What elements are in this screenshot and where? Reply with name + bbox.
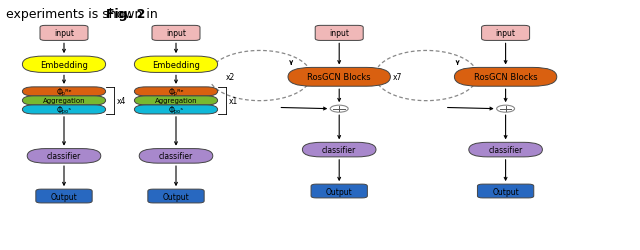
Text: x4: x4: [117, 96, 127, 106]
Text: classifier: classifier: [488, 146, 523, 154]
Text: x7: x7: [392, 73, 402, 82]
Text: Output: Output: [163, 192, 189, 201]
FancyBboxPatch shape: [468, 143, 543, 157]
Text: Aggregation: Aggregation: [155, 98, 197, 104]
Text: Φₚₒˢ: Φₚₒˢ: [56, 106, 72, 114]
FancyBboxPatch shape: [316, 26, 364, 41]
FancyBboxPatch shape: [22, 106, 106, 114]
FancyBboxPatch shape: [482, 26, 530, 41]
Text: classifier: classifier: [322, 146, 356, 154]
FancyBboxPatch shape: [22, 96, 106, 106]
FancyBboxPatch shape: [134, 96, 218, 106]
Circle shape: [330, 106, 348, 113]
Text: input: input: [166, 29, 186, 38]
Text: input: input: [54, 29, 74, 38]
Text: RosGCN Blocks: RosGCN Blocks: [474, 73, 538, 82]
FancyBboxPatch shape: [134, 88, 218, 96]
Text: Aggregation: Aggregation: [43, 98, 85, 104]
Text: Embedding: Embedding: [40, 60, 88, 70]
FancyBboxPatch shape: [152, 26, 200, 41]
FancyBboxPatch shape: [134, 57, 218, 73]
Text: Φₚₒˢ: Φₚₒˢ: [168, 106, 184, 114]
Text: Output: Output: [51, 192, 77, 201]
Text: experiments is shown in: experiments is shown in: [6, 8, 162, 20]
FancyBboxPatch shape: [303, 143, 376, 157]
Text: Output: Output: [492, 187, 519, 196]
FancyBboxPatch shape: [148, 190, 204, 203]
Text: x1: x1: [229, 96, 238, 106]
FancyBboxPatch shape: [140, 149, 212, 164]
Text: input: input: [329, 29, 349, 38]
Text: input: input: [495, 29, 516, 38]
Text: RosGCN Blocks: RosGCN Blocks: [307, 73, 371, 82]
Text: Φₚᴿᵉ: Φₚᴿᵉ: [168, 88, 184, 96]
Text: classifier: classifier: [159, 152, 193, 161]
Text: Embedding: Embedding: [152, 60, 200, 70]
Text: Fig. 2: Fig. 2: [106, 8, 145, 20]
Circle shape: [497, 106, 515, 113]
FancyBboxPatch shape: [134, 106, 218, 114]
FancyBboxPatch shape: [22, 57, 106, 73]
FancyBboxPatch shape: [36, 190, 92, 203]
FancyBboxPatch shape: [22, 88, 106, 96]
Text: classifier: classifier: [47, 152, 81, 161]
Text: Output: Output: [326, 187, 353, 196]
FancyBboxPatch shape: [311, 184, 367, 198]
Text: Φₚᴿᵉ: Φₚᴿᵉ: [56, 88, 72, 96]
Text: x2: x2: [227, 73, 236, 82]
FancyBboxPatch shape: [477, 184, 534, 198]
FancyBboxPatch shape: [454, 68, 557, 87]
FancyBboxPatch shape: [288, 68, 390, 87]
FancyBboxPatch shape: [40, 26, 88, 41]
FancyBboxPatch shape: [28, 149, 101, 164]
